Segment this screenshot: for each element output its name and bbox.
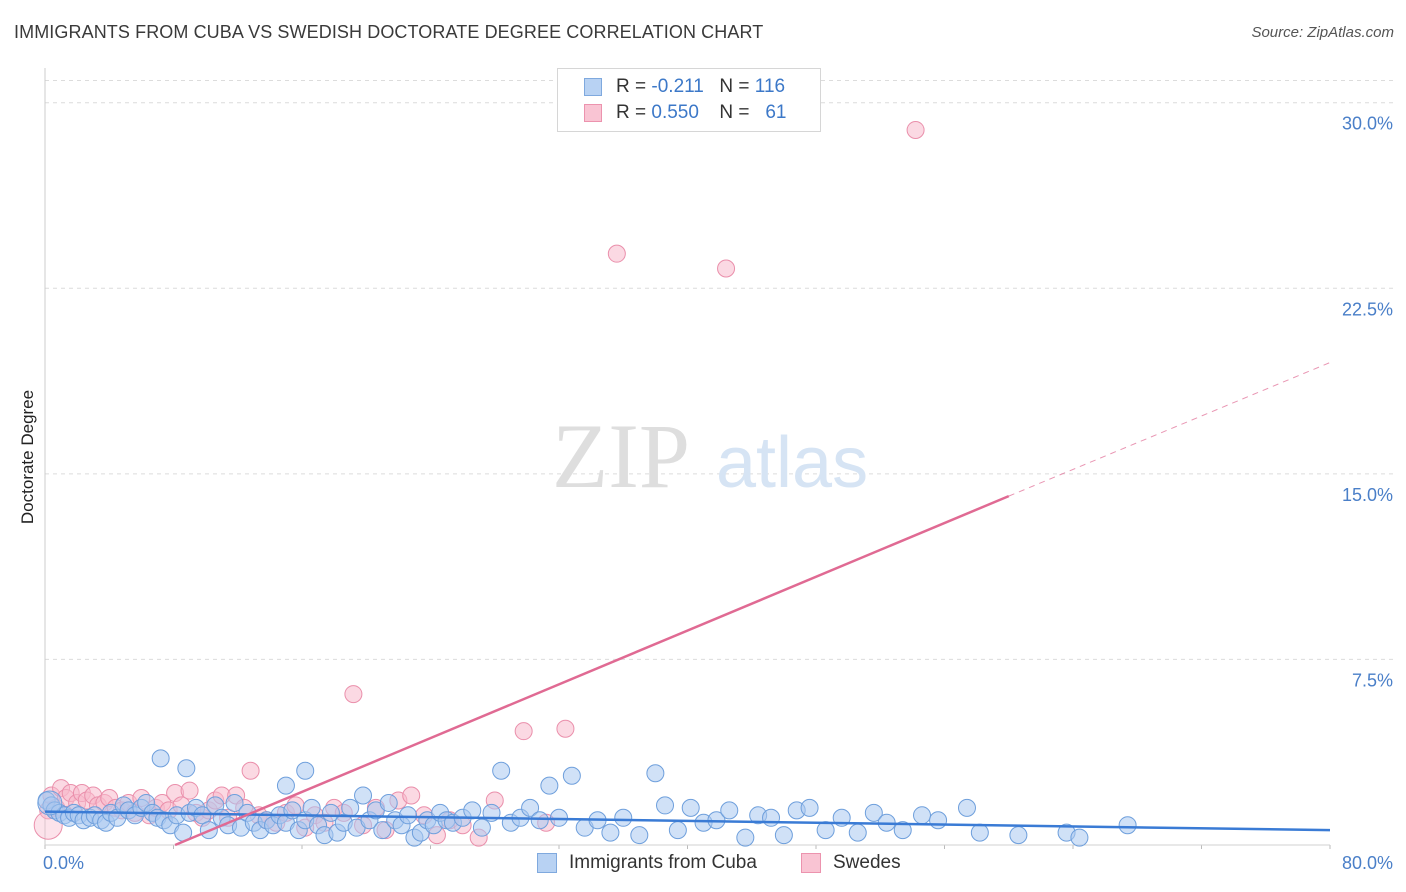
swedes-point	[402, 786, 421, 805]
cuba-point	[373, 821, 392, 840]
series-cuba-points	[37, 749, 1137, 847]
legend-swatch-blue	[537, 853, 557, 873]
swedes-trend-line	[174, 494, 1010, 847]
swedes-point	[344, 685, 363, 704]
cuba-point	[656, 796, 675, 815]
legend-label: Immigrants from Cuba	[569, 852, 757, 873]
cuba-point	[601, 823, 620, 842]
y-tick-label: 22.5%	[1342, 299, 1393, 319]
legend-label: Swedes	[833, 852, 901, 873]
n-value: 116	[754, 76, 786, 97]
chart-title: IMMIGRANTS FROM CUBA VS SWEDISH DOCTORAT…	[14, 22, 764, 42]
n-value: 61	[765, 102, 787, 123]
cuba-point	[540, 776, 559, 795]
y-tick-label: 15.0%	[1342, 485, 1393, 505]
gridlines	[45, 79, 1393, 660]
stats-legend: R = -0.211 N = 116 R = 0.550 N = 61	[557, 68, 821, 132]
cuba-point	[970, 823, 989, 842]
legend-swatch-blue	[584, 78, 602, 96]
cuba-point	[893, 821, 912, 840]
swedes-point	[607, 244, 626, 263]
y-tick-labels: 7.5% 15.0% 22.5% 30.0%	[1342, 114, 1393, 691]
cuba-point	[354, 786, 373, 805]
cuba-point	[774, 826, 793, 845]
r-label: R =	[616, 76, 647, 97]
cuba-point	[929, 811, 948, 830]
cuba-point	[646, 764, 665, 783]
cuba-point	[957, 798, 976, 817]
cuba-point	[720, 801, 739, 820]
swedes-trend-extension	[1008, 362, 1331, 497]
n-label: N =	[719, 76, 750, 97]
cuba-point	[1070, 828, 1089, 847]
cuba-point	[864, 803, 883, 822]
cuba-point-large	[37, 790, 63, 816]
legend-item-swedes[interactable]: Swedes	[801, 852, 901, 874]
cuba-point	[630, 826, 649, 845]
cuba-point	[151, 749, 170, 768]
y-tick-label: 7.5%	[1352, 670, 1393, 690]
cuba-point	[521, 798, 540, 817]
cuba-point	[492, 761, 511, 780]
r-value: -0.211	[651, 76, 704, 97]
y-axis-label: Doctorate Degree	[18, 390, 37, 524]
x-tick-label-max: 80.0%	[1342, 853, 1393, 873]
cuba-point	[614, 808, 633, 827]
cuba-point	[668, 821, 687, 840]
cuba-point	[562, 766, 581, 785]
legend-row-swedes: R = 0.550 N = 61	[584, 101, 786, 125]
swedes-point	[717, 259, 736, 278]
cuba-point	[177, 759, 196, 778]
cuba-point	[736, 828, 755, 847]
cuba-point	[463, 801, 482, 820]
cuba-point	[379, 793, 398, 812]
cuba-point	[296, 761, 315, 780]
x-axis-ticks	[44, 844, 1331, 849]
cuba-point	[848, 823, 867, 842]
cuba-point	[913, 806, 932, 825]
cuba-point	[800, 798, 819, 817]
cuba-point	[472, 818, 491, 837]
cuba-point	[225, 793, 244, 812]
cuba-point	[681, 798, 700, 817]
watermark-zip: ZIP	[552, 405, 690, 507]
legend-swatch-pink	[801, 853, 821, 873]
legend-row-cuba: R = -0.211 N = 116	[584, 75, 785, 99]
cuba-point	[1009, 826, 1028, 845]
cuba-point	[341, 798, 360, 817]
cuba-point	[193, 806, 212, 825]
swedes-point	[514, 722, 533, 741]
cuba-point	[276, 776, 295, 795]
series-legend: Immigrants from Cuba Swedes	[0, 852, 1406, 878]
cuba-trend-line	[44, 810, 1331, 832]
swedes-point	[180, 781, 199, 800]
cuba-point	[321, 803, 340, 822]
y-tick-label: 30.0%	[1342, 114, 1393, 134]
legend-swatch-pink	[584, 104, 602, 122]
cuba-point	[1118, 816, 1137, 835]
x-tick-label-min: 0.0%	[43, 853, 84, 873]
r-value: 0.550	[651, 102, 699, 123]
cuba-point	[302, 798, 321, 817]
cuba-point	[762, 808, 781, 827]
cuba-point	[399, 806, 418, 825]
legend-item-cuba[interactable]: Immigrants from Cuba	[537, 852, 757, 874]
cuba-point	[530, 811, 549, 830]
trend-lines	[44, 362, 1331, 847]
swedes-point	[241, 761, 260, 780]
r-label: R =	[616, 102, 647, 123]
swedes-point	[906, 120, 925, 139]
watermark-atlas: atlas	[716, 423, 868, 503]
n-label: N =	[719, 102, 750, 123]
source-label: Source: ZipAtlas.com	[1251, 24, 1394, 41]
swedes-point	[556, 719, 575, 738]
